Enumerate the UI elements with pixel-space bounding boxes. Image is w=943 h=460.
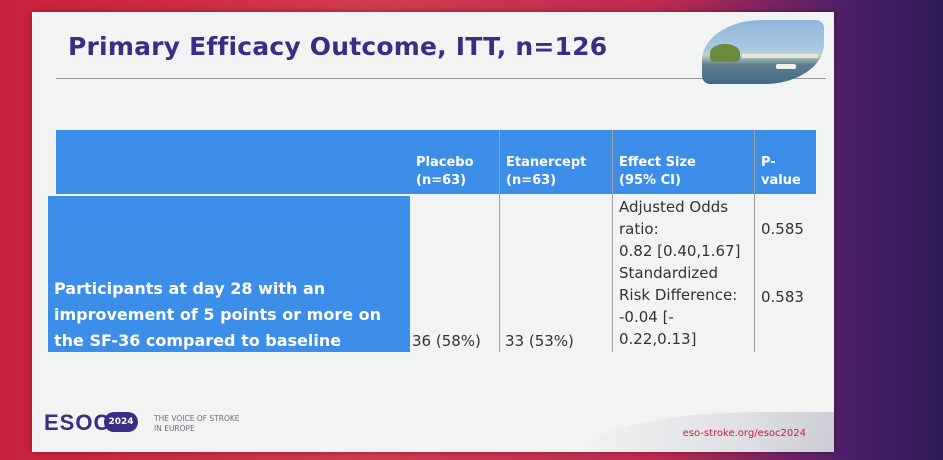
row-label-line1: Participants at day 28 with an [54,279,326,298]
presentation-slide: Primary Efficacy Outcome, ITT, n=126 Pla… [32,12,834,452]
effect-line: Risk Difference: [619,286,738,304]
header-placebo-line2: (n=63) [416,173,467,188]
header-effect-size: Effect Size (95% CI) [613,130,754,194]
header-etanercept-line1: Etanercept [506,155,587,170]
header-etanercept: Etanercept (n=63) [500,130,612,194]
header-etanercept-line2: (n=63) [506,173,557,188]
slide-title: Primary Efficacy Outcome, ITT, n=126 [68,32,608,61]
table-header-blank [56,130,410,194]
effect-line: 0.22,0.13] [619,330,697,348]
effect-line: Standardized [619,264,719,282]
tagline-line1: THE VOICE OF STROKE [154,414,240,423]
pvalue-risk: 0.583 [761,288,804,306]
row-label-line2: improvement of 5 points or more on [54,305,382,324]
photo-bridge [742,54,818,58]
header-placebo: Placebo (n=63) [410,130,499,194]
header-placebo-line1: Placebo [416,155,474,170]
header-pvalue-line1: P- [761,155,776,170]
year-badge: 2024 [104,412,138,432]
header-pvalue-line2: value [761,173,801,188]
city-photo [702,20,824,84]
row-label-cell [48,196,410,352]
effect-line: 0.82 [0.40,1.67] [619,242,741,260]
effect-line: -0.04 [- [619,308,674,326]
effect-line: Adjusted Odds [619,198,729,216]
photo-trees [710,44,740,62]
placebo-value: 36 (58%) [412,332,481,350]
photo-boat [776,64,796,69]
column-divider [612,130,613,352]
header-pvalue: P- value [755,130,816,194]
footer-url: eso-stroke.org/esoc2024 [682,428,806,439]
row-label: Participants at day 28 with an improveme… [54,276,404,354]
esoc-logo: ESOC [44,410,111,435]
header-effect-line1: Effect Size [619,155,696,170]
row-label-line3: the SF-36 compared to baseline [54,331,342,350]
tagline-line2: IN EUROPE [154,424,195,433]
footer-tagline: THE VOICE OF STROKE IN EUROPE [154,414,240,434]
pvalue-odds: 0.585 [761,220,804,238]
title-divider [56,78,826,79]
etanercept-value: 33 (53%) [505,332,574,350]
effect-size-value: Adjusted Odds ratio: 0.82 [0.40,1.67] St… [619,196,740,350]
column-divider [754,130,755,352]
header-effect-line2: (95% CI) [619,173,681,188]
column-divider [499,130,500,352]
effect-line: ratio: [619,220,659,238]
